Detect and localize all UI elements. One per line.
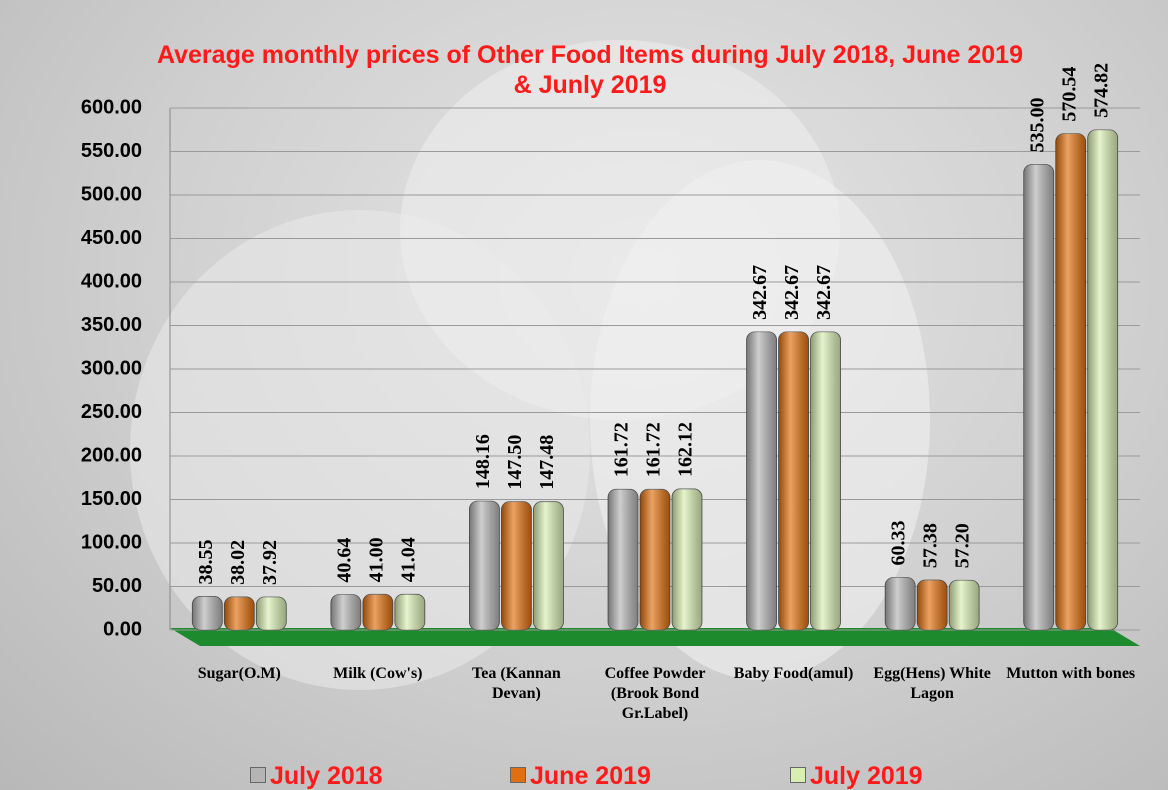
value-label: 147.50 (504, 435, 526, 490)
bar-shade (395, 594, 425, 630)
bar-shade (1088, 130, 1118, 630)
bar-shade (256, 597, 286, 630)
bar-group (256, 597, 286, 630)
bar-group (501, 502, 531, 630)
y-tick-label: 350.00 (81, 314, 142, 336)
bar-shade (608, 489, 638, 630)
bar-group (1056, 134, 1086, 630)
bar-shade (640, 489, 670, 630)
bar-group (672, 489, 702, 630)
legend-entry: June 2019 (510, 762, 651, 790)
y-tick-label: 250.00 (81, 401, 142, 423)
x-tick-label: Mutton with bones (1006, 664, 1136, 684)
y-tick-label: 100.00 (81, 531, 142, 553)
bar-group (224, 597, 254, 630)
bar-group (608, 489, 638, 630)
y-tick-label: 300.00 (81, 357, 142, 379)
y-tick-label: 0.00 (103, 618, 142, 640)
x-tick-label: Baby Food(amul) (729, 664, 859, 684)
value-label: 342.67 (749, 265, 771, 320)
value-label: 38.55 (195, 539, 217, 584)
value-label: 38.02 (227, 540, 249, 585)
bar-shade (1024, 165, 1054, 630)
legend-label: July 2018 (270, 762, 383, 790)
bar-shade (533, 502, 563, 630)
x-tick-label: Sugar(O.M) (174, 664, 304, 684)
value-label: 41.00 (365, 537, 387, 582)
bar-shade (501, 502, 531, 630)
value-label: 161.72 (643, 422, 665, 477)
y-tick-label: 550.00 (81, 140, 142, 162)
bar-shade (672, 489, 702, 630)
value-label: 37.92 (259, 540, 281, 585)
value-label: 342.67 (781, 265, 803, 320)
value-label: 574.82 (1090, 63, 1112, 118)
y-tick-label: 200.00 (81, 444, 142, 466)
bar-group (395, 594, 425, 630)
bar-shade (224, 597, 254, 630)
legend-label: June 2019 (530, 762, 651, 790)
bar-group (192, 596, 222, 630)
y-tick-label: 450.00 (81, 227, 142, 249)
bar-group (949, 580, 979, 630)
value-label: 161.72 (611, 422, 633, 477)
bar-shade (779, 332, 809, 630)
bar-group (331, 595, 361, 630)
bar-group (533, 502, 563, 630)
bar-shade (1056, 134, 1086, 630)
x-tick-label: Egg(Hens) White Lagon (867, 664, 997, 704)
x-tick-label: Coffee Powder (Brook Bond Gr.Label) (590, 664, 720, 724)
x-tick-label: Tea (Kannan Devan) (451, 664, 581, 704)
bar-group (917, 580, 947, 630)
bar-group (747, 332, 777, 630)
value-label: 60.33 (888, 521, 910, 566)
value-label: 40.64 (333, 538, 355, 583)
bar-shade (192, 596, 222, 630)
bar-group (363, 594, 393, 630)
legend-entry: July 2019 (790, 762, 923, 790)
y-tick-label: 600.00 (81, 96, 142, 118)
y-tick-label: 150.00 (81, 488, 142, 510)
bar-shade (917, 580, 947, 630)
y-tick-label: 500.00 (81, 183, 142, 205)
value-label: 342.67 (813, 265, 835, 320)
value-label: 162.12 (675, 422, 697, 477)
chart: 0.00 50.00 100.00 150.00 200.00 250.00 300.00 3… (0, 0, 1168, 790)
legend-swatch (250, 767, 266, 783)
bar-shade (885, 578, 915, 630)
floor (170, 628, 1140, 646)
bar-shade (469, 501, 499, 630)
value-label: 570.54 (1058, 67, 1080, 122)
legend-swatch (510, 767, 526, 783)
bar-shade (747, 332, 777, 630)
value-label: 57.38 (920, 523, 942, 568)
bar-shade (811, 332, 841, 630)
bar-group (1024, 165, 1054, 630)
bar-shade (949, 580, 979, 630)
legend-swatch (790, 767, 806, 783)
legend-label: July 2019 (810, 762, 923, 790)
legend-entry: July 2018 (250, 762, 383, 790)
bar-shade (331, 595, 361, 630)
bar-group (779, 332, 809, 630)
bar-group (640, 489, 670, 630)
bar-group (885, 578, 915, 630)
bar-group (469, 501, 499, 630)
value-label: 147.48 (536, 435, 558, 490)
value-label: 41.04 (397, 537, 419, 582)
y-tick-label: 400.00 (81, 270, 142, 292)
value-label: 57.20 (952, 523, 974, 568)
chart-title: Average monthly prices of Other Food Ite… (150, 40, 1030, 100)
value-label: 148.16 (472, 434, 494, 489)
x-tick-label: Milk (Cow's) (313, 664, 443, 684)
bar-group (811, 332, 841, 630)
bar-shade (363, 594, 393, 630)
value-label: 535.00 (1026, 98, 1048, 153)
y-tick-label: 50.00 (92, 575, 142, 597)
bar-group (1088, 130, 1118, 630)
